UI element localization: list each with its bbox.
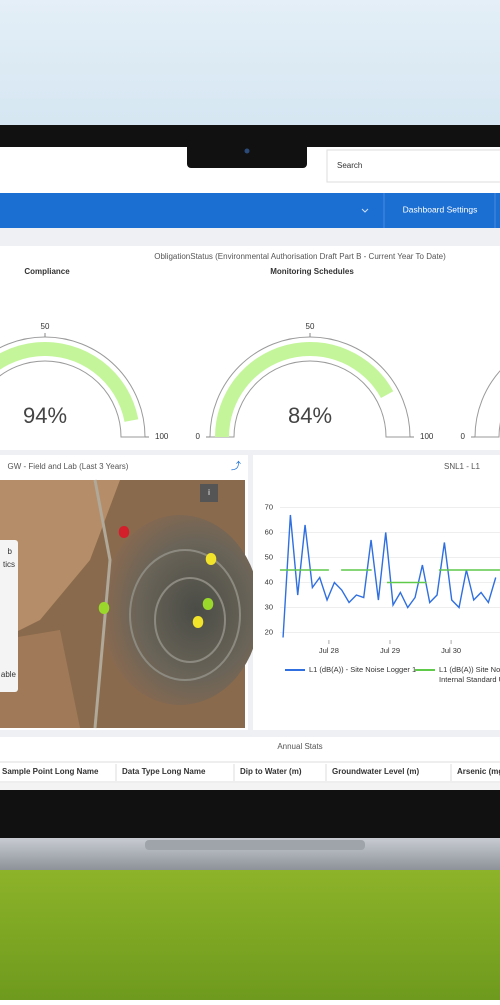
x-tick-label: Jul 28 [319,646,339,655]
y-tick-label: 40 [265,577,273,586]
map-side-panel [0,540,18,692]
dropdown-caret[interactable] [361,208,369,213]
camera-notch [187,140,307,168]
y-tick-label: 20 [265,627,273,636]
gauge-tick-label: 0 [461,432,466,441]
gauge-tick-label: 100 [420,432,434,441]
side-text: b [8,547,13,556]
table-header: Data Type Long Name [122,767,206,776]
table-header: Sample Point Long Name [2,767,99,776]
gauge-name: Monitoring Schedules [270,267,354,276]
map-info-label: i [208,488,210,497]
bezel-bottom [0,790,500,800]
road [93,479,112,729]
pit-bench [154,577,226,663]
marker[interactable] [205,553,217,565]
gauge-name: Compliance [24,267,70,276]
table-header: Groundwater Level (m) [332,767,419,776]
y-tick-label: 60 [265,527,273,536]
gauge-tick-label: 50 [306,322,315,331]
gauge-track [474,370,500,438]
legend-label: L1 (dB(A)) - Site Noise Logger 1 [309,665,416,674]
dashboard-settings-button[interactable]: Dashboard Settings [403,204,478,214]
map-info-button[interactable] [200,484,218,502]
table-header: Arsenic (mg [457,767,500,776]
marker[interactable] [192,616,204,628]
gauge-fill [0,342,139,422]
x-tick-label: Jul 29 [380,646,400,655]
gauge-fill [215,341,394,437]
map-markers [98,526,217,628]
gauge-tick-label: 0 [196,432,201,441]
background-sky [0,0,500,130]
legend-label: L1 (dB(A)) Site Noise [439,665,500,674]
marker[interactable] [118,526,130,538]
gauge-track [0,336,146,438]
export-icon[interactable]: ⤴ [231,460,241,473]
gauge-value: 84% [288,403,332,428]
terrain [0,480,120,640]
side-text: able [1,670,17,679]
marker[interactable] [98,602,110,614]
legend-label: Internal Standard U [439,675,500,684]
camera [244,148,250,154]
y-tick-label: 50 [265,552,273,561]
side-text: tics [3,560,15,569]
background-grass [0,860,500,1000]
terrain [0,630,80,728]
map-title: GW - Field and Lab (Last 3 Years) [8,462,129,471]
laptop-notch [145,840,365,850]
pit-bench [129,549,241,681]
chart-panel [253,455,500,730]
y-tick-label: 30 [265,602,273,611]
table-row [0,783,500,792]
gauge-tick-label: 100 [155,432,169,441]
stats-panel [0,737,500,792]
table-header: Dip to Water (m) [240,767,302,776]
search-box[interactable] [326,149,500,183]
gauge-tick-label: 50 [41,322,50,331]
marker[interactable] [202,598,214,610]
stats-title: Annual Stats [277,742,322,751]
series-line [280,569,500,584]
obligation-title: ObligationStatus (Environmental Authoris… [154,252,446,261]
gauge-value: 94% [23,403,67,428]
search-placeholder: Search [337,161,362,170]
series-line [282,514,497,638]
toolbar [0,193,500,228]
y-tick-label: 70 [265,502,273,511]
chart-title: SNL1 - L1 [444,462,481,471]
open-pit [100,515,260,705]
x-tick-label: Jul 30 [441,646,461,655]
